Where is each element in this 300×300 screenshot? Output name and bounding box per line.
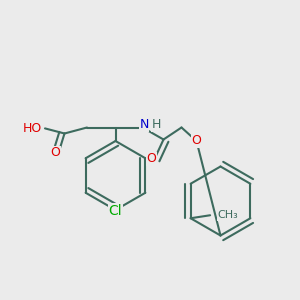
Text: O: O [147, 152, 156, 166]
Text: HO: HO [23, 122, 42, 135]
Text: CH₃: CH₃ [218, 210, 239, 220]
Text: Cl: Cl [109, 204, 122, 218]
Text: H: H [151, 118, 161, 131]
Text: O: O [192, 134, 201, 148]
Text: N: N [139, 118, 149, 131]
Text: O: O [51, 146, 60, 160]
